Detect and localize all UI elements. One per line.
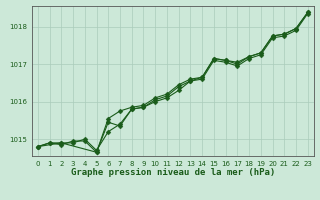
X-axis label: Graphe pression niveau de la mer (hPa): Graphe pression niveau de la mer (hPa) — [71, 168, 275, 177]
